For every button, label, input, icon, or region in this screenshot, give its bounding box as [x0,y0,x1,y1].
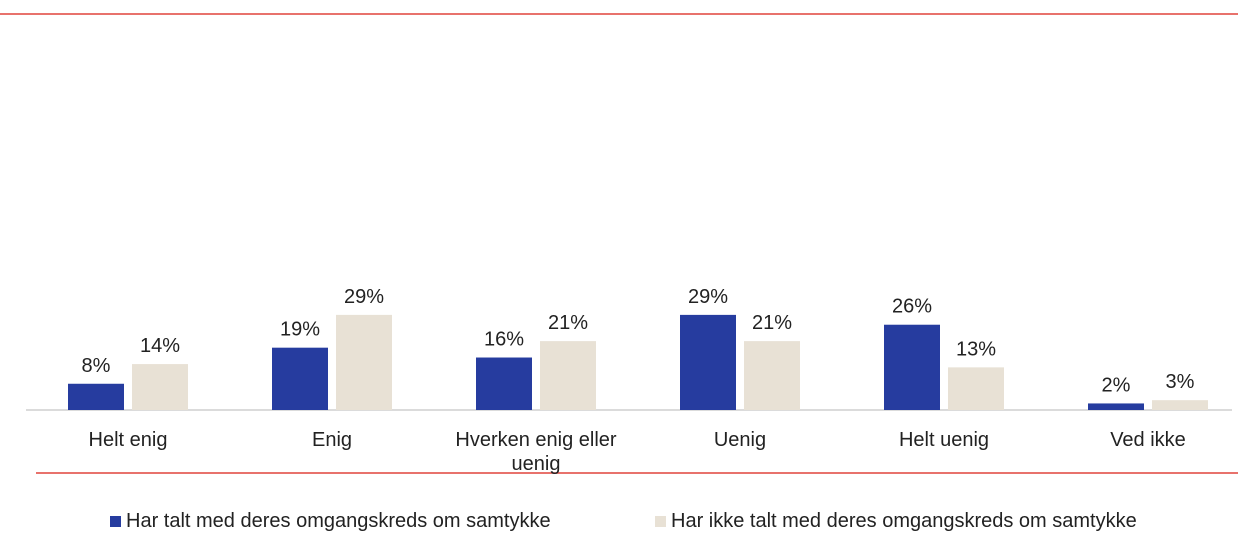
data-label: 29% [344,286,384,308]
bar [744,341,800,410]
data-label: 2% [1102,374,1131,396]
bar [884,324,940,410]
x-tick-label: Helt uenig [898,429,990,451]
data-label: 14% [140,335,180,357]
legend-swatch [110,516,121,527]
data-label: 8% [82,355,111,377]
bar [132,364,188,410]
legend-item: Har talt med deres omgangskreds om samty… [110,510,551,533]
data-label: 16% [484,329,524,351]
x-tick-label: Helt enig [88,429,168,451]
data-label: 21% [548,312,588,334]
data-label: 19% [280,319,320,341]
legend-label: Har talt med deres omgangskreds om samty… [126,510,551,532]
x-tick-label: Hverken enig eller uenig [455,429,617,475]
bar [1088,403,1144,410]
data-label: 13% [956,338,996,360]
x-tick-label: Enig [311,429,353,451]
x-tick-label: Uenig [713,429,767,451]
bar [1152,400,1208,410]
bar [948,367,1004,410]
bar [336,314,392,410]
data-label: 21% [752,312,792,334]
legend-swatch [655,516,666,527]
data-label: 3% [1166,371,1195,393]
legend-label: Har ikke talt med deres omgangskreds om … [671,510,1137,532]
bar [68,383,124,410]
legend-item: Har ikke talt med deres omgangskreds om … [655,510,1137,533]
bar [272,347,328,410]
bar [540,341,596,410]
x-tick-label: Ved ikke [1110,429,1186,451]
bar [680,314,736,410]
data-label: 26% [892,296,932,318]
data-label: 29% [688,286,728,308]
bar [476,357,532,410]
